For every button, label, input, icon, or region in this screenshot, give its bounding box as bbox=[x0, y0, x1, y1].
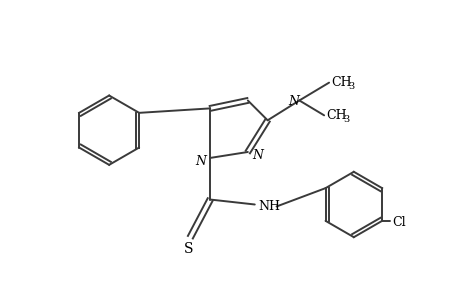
Text: CH: CH bbox=[325, 109, 346, 122]
Text: 3: 3 bbox=[342, 115, 348, 124]
Text: 3: 3 bbox=[347, 82, 353, 91]
Text: S: S bbox=[183, 242, 193, 256]
Text: N: N bbox=[194, 155, 205, 168]
Text: Cl: Cl bbox=[391, 216, 405, 229]
Text: N: N bbox=[287, 95, 298, 108]
Text: CH: CH bbox=[330, 76, 351, 89]
Text: N: N bbox=[252, 149, 263, 162]
Text: NH: NH bbox=[258, 200, 280, 213]
